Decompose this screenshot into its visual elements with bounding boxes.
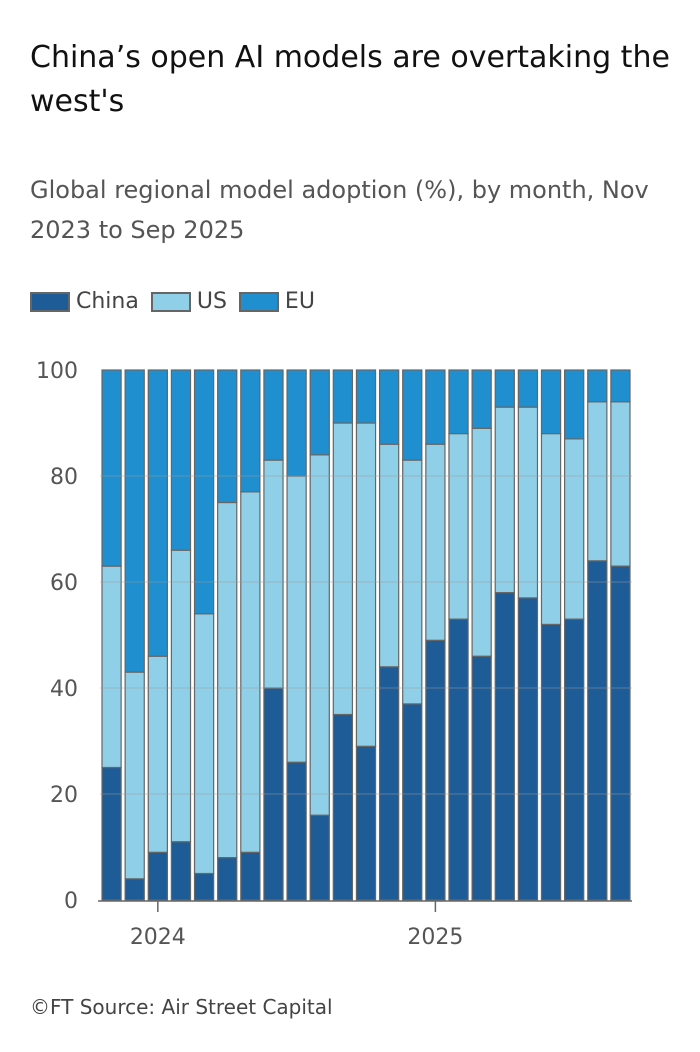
bar-us [193,613,215,875]
bar-us [240,491,261,853]
legend-swatch [150,291,191,312]
bar-us [355,422,377,747]
bar-eu [193,369,215,615]
bar-china [193,872,215,901]
bar-china [448,618,469,901]
bar-eu [286,369,307,477]
bar-china [471,655,492,901]
chart-subtitle: Global regional model adoption (%), by m… [30,176,649,244]
bar-eu [309,369,330,456]
bar-china [147,851,168,901]
bar-us [170,549,192,843]
bar-eu [147,369,168,657]
bar-china [309,814,330,901]
bar-china [610,565,631,901]
bar-us [378,443,400,668]
legend-label: US [196,289,227,314]
y-tick-label: 40 [50,677,78,702]
bar-us [309,454,330,816]
bar-us [471,427,492,657]
bar-eu [240,369,261,493]
bar-us [263,459,284,689]
bar-china [101,766,122,901]
bar-china [355,745,377,901]
source-note: ©FT Source: Air Street Capital [30,995,333,1019]
bar-eu [540,369,562,435]
bar-eu [124,369,145,673]
bar-eu [378,369,400,445]
y-tick-label: 20 [50,783,78,808]
bar-china [402,703,423,901]
bar-us [494,406,515,594]
bar-us [517,406,539,599]
bar-us [286,475,307,763]
x-tick-label: 2025 [407,925,463,950]
bar-us [217,501,238,859]
bar-eu [355,369,377,424]
bar-us [332,422,354,716]
bar-eu [101,369,122,567]
bar-eu [170,369,192,551]
bar-us [587,401,608,562]
bar-us [101,565,122,769]
bar-eu [517,369,539,408]
bar-eu [217,369,238,504]
bar-china [425,639,446,901]
bar-us [610,401,631,567]
y-tick-label: 100 [36,359,78,384]
bar-us [564,438,585,620]
bar-eu [448,369,469,435]
legend: China US EU [30,289,315,314]
chart-title: China’s open AI models are overtaking th… [30,40,670,119]
bar-eu [587,369,608,403]
legend-label: EU [284,289,315,314]
bar-eu [332,369,354,424]
legend-swatch [238,291,279,312]
bar-china [170,841,192,901]
bar-china [240,851,261,901]
bar-china [564,618,585,901]
y-tick-label: 60 [50,571,78,596]
bar-eu [610,369,631,403]
bar-eu [425,369,446,445]
bar-china [517,597,539,901]
bar-china [540,623,562,901]
bar-eu [564,369,585,440]
y-tick-label: 0 [64,889,78,914]
legend-item-us: US [150,289,227,314]
bar-us [540,433,562,626]
bar-eu [471,369,492,429]
bar-china [286,761,307,901]
bar-us [124,671,145,880]
bar-eu [402,369,423,461]
bar-china [217,856,238,901]
bar-eu [263,369,284,461]
x-tick-label: 2024 [130,925,186,950]
bar-china [378,666,400,901]
legend-swatch [30,291,70,312]
legend-item-eu: EU [238,289,315,314]
bar-us [425,443,446,641]
legend-item-china: China [30,289,139,314]
legend-label: China [76,289,139,314]
bar-us [448,433,469,620]
bar-eu [494,369,515,408]
bar-us [147,655,168,853]
bar-china [124,878,145,901]
y-tick-label: 80 [50,465,78,490]
bar-china [587,560,608,901]
bar-china [494,591,515,901]
bar-china [332,713,354,901]
